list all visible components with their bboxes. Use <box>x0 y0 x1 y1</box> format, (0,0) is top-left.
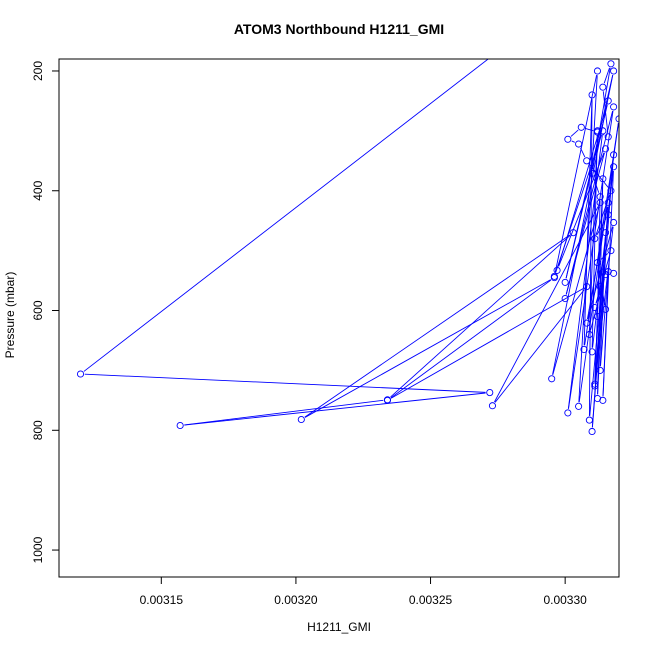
y-tick-label: 800 <box>31 420 45 440</box>
x-tick-label: 0.00325 <box>409 593 453 607</box>
x-tick-label: 0.00315 <box>140 593 184 607</box>
y-axis-label: Pressure (mbar) <box>3 272 17 359</box>
x-tick-label: 0.00320 <box>274 593 318 607</box>
x-axis-label: H1211_GMI <box>307 620 371 634</box>
x-tick-label: 0.00330 <box>543 593 587 607</box>
chart-title: ATOM3 Northbound H1211_GMI <box>234 21 444 37</box>
y-tick-label: 1000 <box>31 536 45 563</box>
y-tick-label: 400 <box>31 180 45 200</box>
y-tick-label: 200 <box>31 61 45 81</box>
y-tick-label: 600 <box>31 300 45 320</box>
